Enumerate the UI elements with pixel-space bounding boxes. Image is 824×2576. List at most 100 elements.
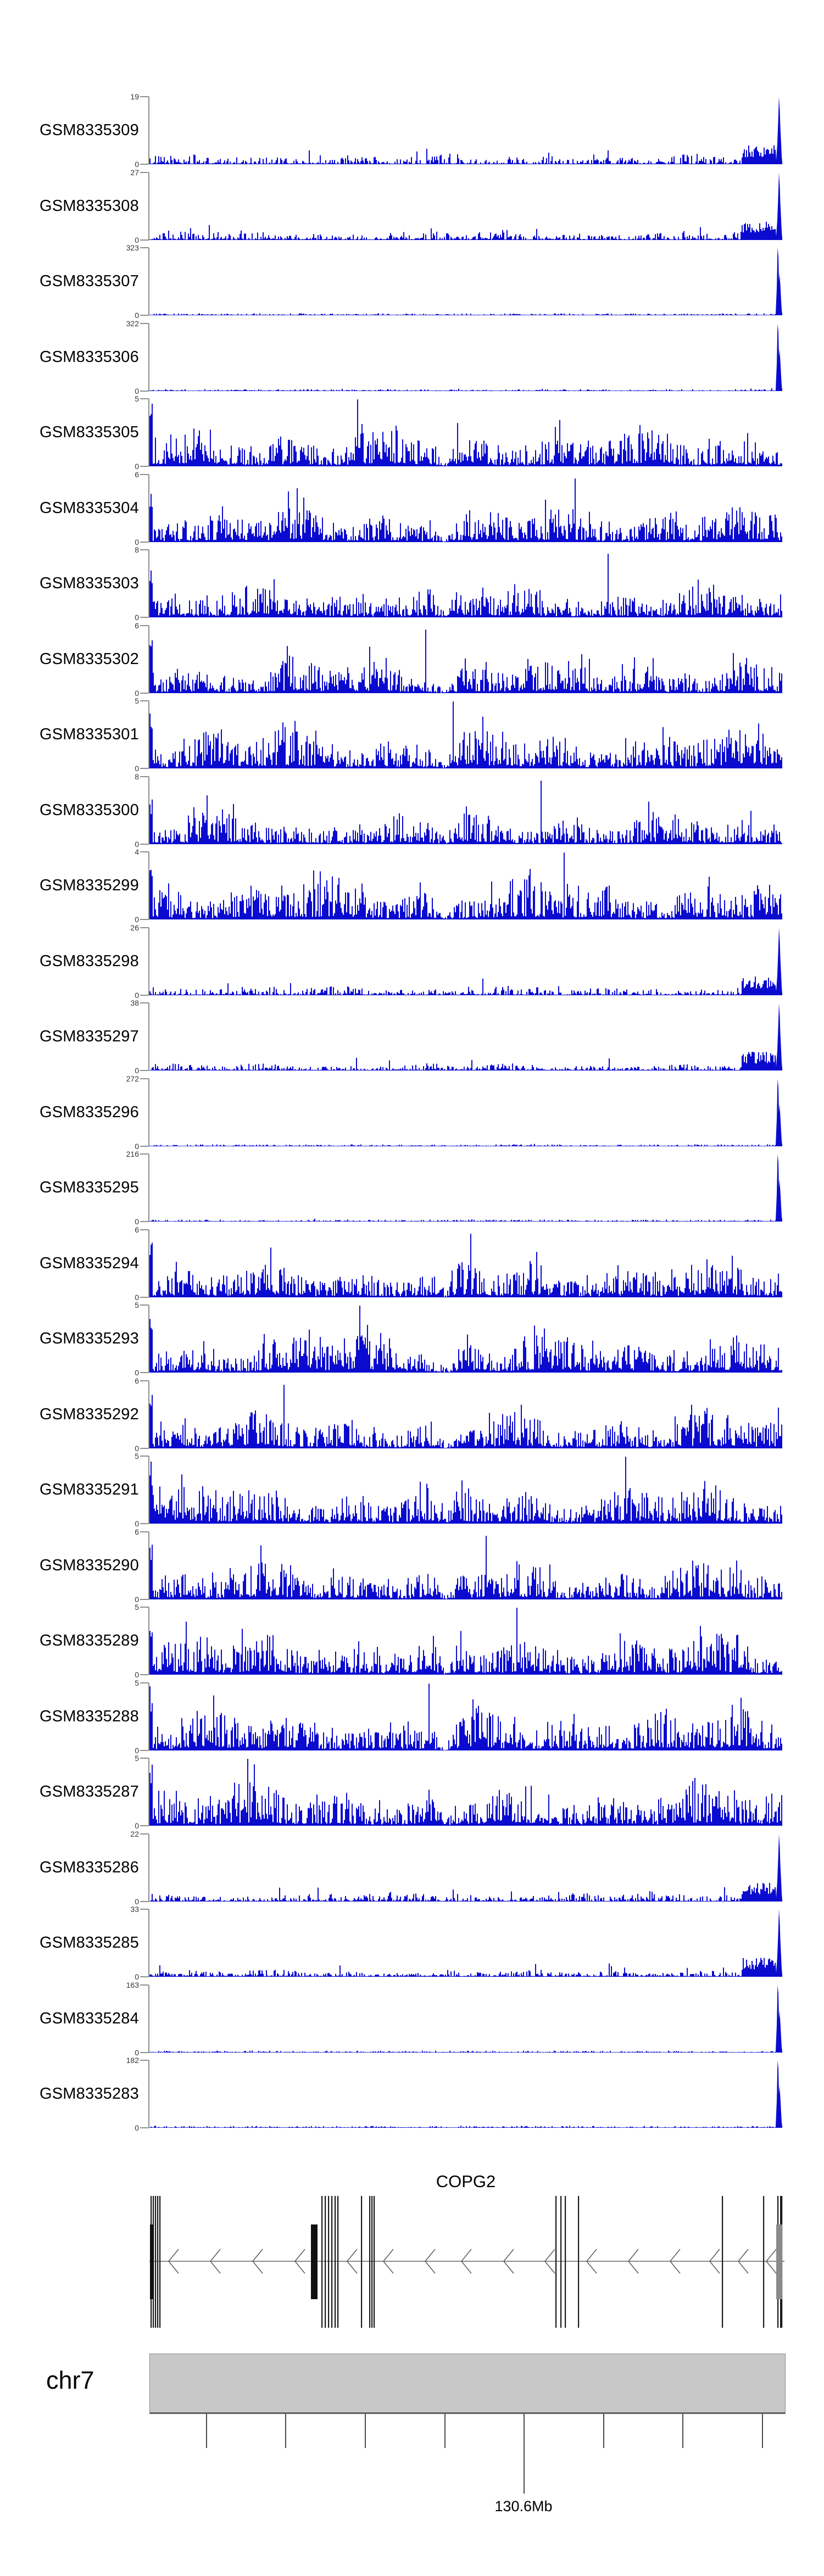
track-sample-label: GSM8335298 [40,952,139,970]
coverage-area [149,1834,782,1902]
coverage-signal [149,1003,782,1070]
coverage-area [149,1234,782,1297]
track-row: GSM8335301 5 0 [0,696,824,773]
y-axis-zero-tick [140,1448,149,1449]
track-ymin-label: 0 [135,613,139,622]
y-axis-zero-tick [140,1372,149,1373]
coverage-signal [149,629,782,693]
y-axis-line [148,1079,149,1146]
coverage-signal [149,172,782,240]
y-axis-line [148,928,149,995]
coverage-signal [149,928,782,995]
exon-line [159,2196,161,2328]
track-ymax-label: 322 [126,319,139,328]
chromosome-name: chr7 [46,2366,94,2394]
strand-arrow-icon [294,2249,305,2274]
axis-tick [761,2414,763,2448]
gene-model-track [149,2196,784,2328]
track-row: GSM8335293 5 0 [0,1301,824,1377]
coverage-signal [149,2060,782,2128]
exon-line [763,2196,765,2328]
track-ymax-label: 19 [130,92,139,101]
track-row: GSM8335283 182 0 [0,2056,824,2132]
axis-tick [603,2414,604,2448]
track-ymin-label: 0 [135,1444,139,1453]
y-axis-line [148,1003,149,1070]
track-ymax-label: 272 [126,1074,139,1083]
coverage-area [149,1003,782,1070]
track-row: GSM8335306 322 0 [0,319,824,395]
exon-line [361,2196,363,2328]
exon-line [560,2196,562,2328]
y-axis-zero-tick [140,2052,149,2053]
coverage-signal [149,1234,782,1297]
axis-tick [364,2414,366,2448]
y-axis-top-tick [140,549,149,550]
y-axis-line [148,1532,149,1599]
track-row: GSM8335292 6 0 [0,1376,824,1453]
track-ymax-label: 8 [135,772,139,781]
exon-line [565,2196,566,2328]
track-ymax-label: 163 [126,1981,139,1989]
track-ymin-label: 0 [135,2123,139,2132]
track-sample-label: GSM8335286 [40,1859,139,1876]
track-sample-label: GSM8335284 [40,2010,139,2027]
track-ymin-label: 0 [135,1972,139,1981]
track-ymax-label: 38 [130,999,139,1007]
y-axis-top-tick [140,1380,149,1381]
coverage-area [149,1536,782,1599]
track-ymin-label: 0 [135,538,139,547]
exon-box [776,2224,782,2299]
axis-tick [206,2414,208,2448]
coverage-signal [149,1457,782,1524]
exon-line [374,2196,375,2328]
track-ymin-label: 0 [135,1746,139,1755]
coverage-area [149,852,782,919]
y-axis-line [148,701,149,768]
track-ymax-label: 5 [135,1679,139,1687]
y-axis-line [148,1683,149,1750]
exon-line [369,2196,371,2328]
track-row: GSM8335307 323 0 [0,243,824,320]
coverage-signal [149,1683,782,1750]
track-row: GSM8335286 22 0 [0,1830,824,1906]
y-axis-top-tick [140,1531,149,1532]
track-ymin-label: 0 [135,236,139,244]
y-axis-zero-tick [140,391,149,392]
strand-arrow-icon [709,2249,720,2274]
track-sample-label: GSM8335308 [40,197,139,215]
exon-line [337,2196,339,2328]
track-ymax-label: 5 [135,1754,139,1763]
y-axis-zero-tick [140,1674,149,1675]
y-axis-line [148,626,149,693]
y-axis-line [148,1834,149,1902]
y-axis-zero-tick [140,2127,149,2128]
y-axis-top-tick [140,1153,149,1155]
track-row: GSM8335290 6 0 [0,1527,824,1604]
track-sample-label: GSM8335285 [40,1934,139,1951]
y-axis-top-tick [140,398,149,399]
track-sample-label: GSM8335292 [40,1406,139,1423]
coverage-area [149,1457,782,1524]
coverage-area [149,1306,782,1373]
y-axis-zero-tick [140,466,149,467]
coverage-area [149,1608,782,1675]
strand-arrow-icon [383,2249,394,2274]
y-axis-zero-tick [140,1070,149,1071]
y-axis-top-tick [140,1229,149,1230]
coverage-area [149,701,782,768]
y-axis-line [148,1230,149,1297]
track-row: GSM8335297 38 0 [0,999,824,1075]
y-axis-top-tick [140,927,149,928]
coverage-area [149,1154,782,1222]
track-ymax-label: 33 [130,1905,139,1914]
y-axis-line [148,777,149,844]
y-axis-zero-tick [140,1297,149,1298]
coverage-signal [149,324,782,391]
track-sample-label: GSM8335303 [40,575,139,592]
track-ymax-label: 22 [130,1830,139,1838]
y-axis-top-tick [140,1304,149,1306]
y-axis-zero-tick [140,919,149,920]
exon-line [331,2196,333,2328]
track-sample-label: GSM8335300 [40,801,139,819]
